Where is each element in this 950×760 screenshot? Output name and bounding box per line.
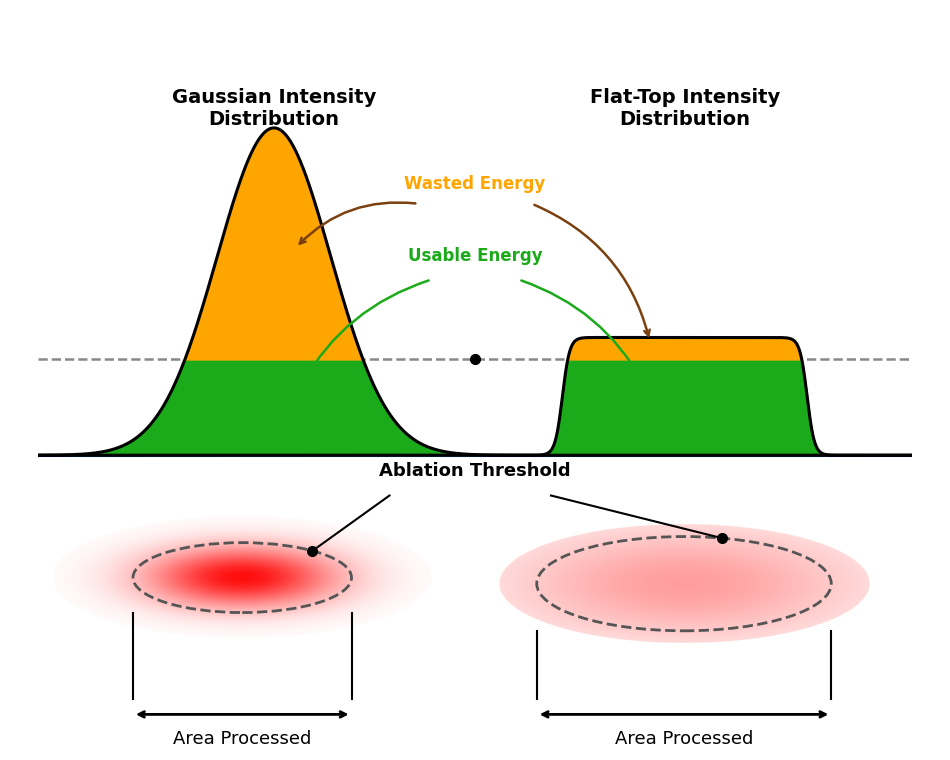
Text: Area Processed: Area Processed	[615, 730, 753, 748]
Text: Flat-Top Intensity
Distribution: Flat-Top Intensity Distribution	[590, 88, 780, 129]
Text: Area Processed: Area Processed	[173, 730, 312, 748]
Text: Wasted Energy: Wasted Energy	[405, 175, 545, 193]
Text: Ablation Threshold: Ablation Threshold	[379, 462, 571, 480]
Text: Gaussian Intensity
Distribution: Gaussian Intensity Distribution	[172, 88, 376, 129]
Text: Usable Energy: Usable Energy	[408, 247, 542, 264]
